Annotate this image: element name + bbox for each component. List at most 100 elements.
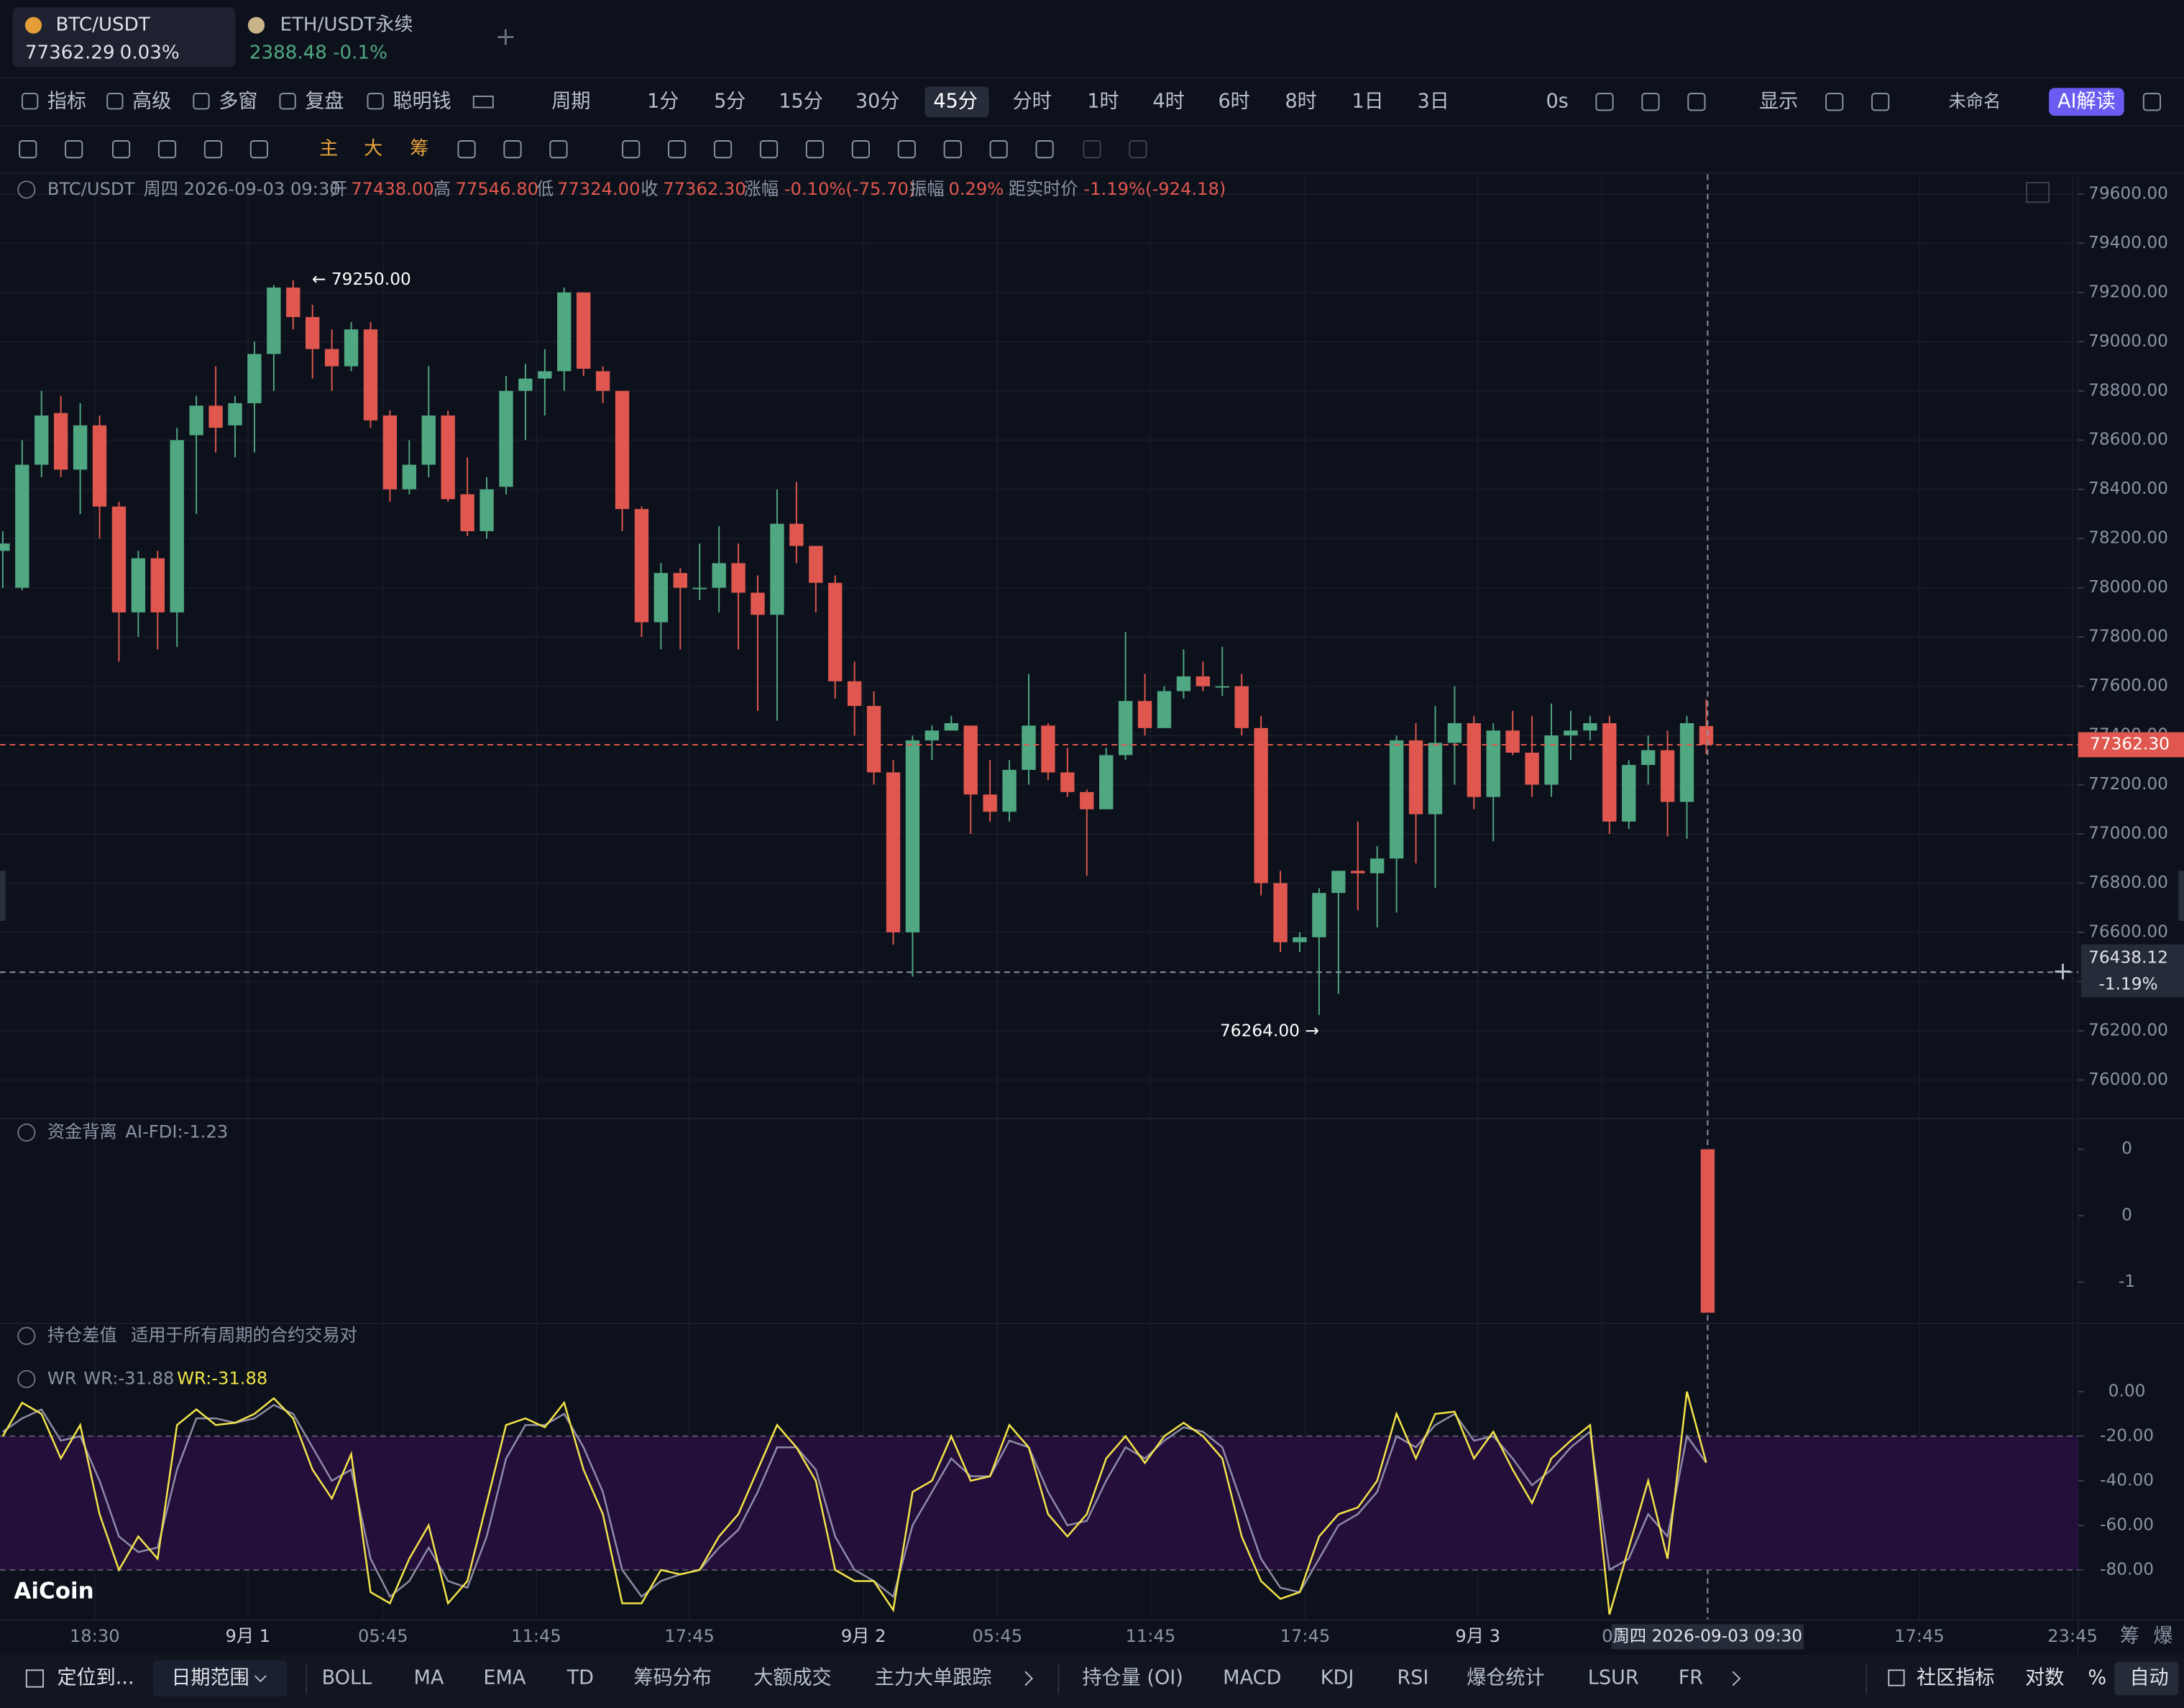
draw-tool-icon[interactable]: [759, 140, 779, 159]
draw-tool-icon[interactable]: [1129, 140, 1147, 159]
locate-icon: [25, 1669, 45, 1688]
toolbar-button[interactable]: 0s: [1546, 90, 1568, 112]
bottom-button[interactable]: 大额成交: [753, 1667, 831, 1689]
x-tick-label: 17:45: [1280, 1626, 1331, 1646]
period-button[interactable]: 30分: [855, 90, 900, 112]
draw-tool-icon[interactable]: [19, 140, 37, 159]
draw-tool-icon[interactable]: [943, 140, 962, 159]
bottom-button[interactable]: MACD: [1223, 1667, 1281, 1689]
toolbar-icon[interactable]: [2142, 93, 2162, 111]
period-button[interactable]: 6时: [1218, 90, 1249, 112]
draw-tool-icon[interactable]: [65, 140, 83, 159]
toolbar-icon[interactable]: [1825, 93, 1844, 111]
bottom-button[interactable]: 对数: [2025, 1667, 2064, 1689]
toolbar-button[interactable]: 指标: [47, 90, 86, 112]
chevron[interactable]: [1732, 1671, 1741, 1686]
bottom-button[interactable]: 社区指标: [1917, 1667, 1994, 1689]
y-tick-label: 78000.00: [2088, 577, 2168, 597]
bottom-button[interactable]: KDJ: [1321, 1667, 1354, 1689]
collapse-icon[interactable]: [17, 1326, 36, 1345]
draw-tool-icon[interactable]: [111, 140, 131, 159]
bottom-button[interactable]: 爆仓统计: [1467, 1667, 1544, 1689]
bottom-button[interactable]: 日期范围: [171, 1667, 249, 1689]
bottom-button[interactable]: 筹码分布: [634, 1667, 712, 1689]
add-tab[interactable]: +: [495, 23, 516, 52]
draw-tool[interactable]: 筹: [410, 138, 428, 160]
bottom-button[interactable]: %: [2088, 1667, 2106, 1689]
collapse-icon[interactable]: [17, 180, 36, 199]
legend-entry: WR:-31.88: [177, 1368, 267, 1388]
axis-button[interactable]: 爆: [2153, 1625, 2172, 1647]
tab-symbol[interactable]: BTC/USDT: [56, 14, 151, 36]
auto-bg[interactable]: [2114, 1661, 2179, 1696]
toolbar-icon[interactable]: [1595, 93, 1614, 111]
period-button[interactable]: 8时: [1285, 90, 1316, 112]
draw-tool-icon[interactable]: [622, 140, 641, 159]
period-button[interactable]: 3日: [1418, 90, 1449, 112]
bottom-button[interactable]: TD: [566, 1667, 594, 1689]
toolbar-button[interactable]: 显示: [1759, 90, 1798, 112]
period-button[interactable]: 1日: [1352, 90, 1383, 112]
draw-tool-icon[interactable]: [668, 140, 687, 159]
toolbar-button[interactable]: 多窗: [219, 90, 257, 112]
draw-tool-icon[interactable]: [549, 140, 568, 159]
candle-body: [170, 440, 184, 612]
bottom-button[interactable]: 自动: [2129, 1667, 2168, 1689]
bottom-button[interactable]: BOLL: [322, 1667, 372, 1689]
draw-tool-icon[interactable]: [713, 140, 733, 159]
period-button[interactable]: 4时: [1152, 90, 1184, 112]
draw-tool-icon[interactable]: [805, 140, 825, 159]
toolbar-button[interactable]: 高级: [132, 90, 171, 112]
period-button[interactable]: 5分: [714, 90, 745, 112]
period-button[interactable]: 1分: [647, 90, 679, 112]
draw-tool[interactable]: 大: [364, 138, 382, 160]
toolbar-icon[interactable]: [1871, 93, 1890, 111]
draw-tool-icon[interactable]: [203, 140, 223, 159]
draw-tool[interactable]: 主: [319, 138, 338, 160]
bottom-button[interactable]: 持仓量 (OI): [1082, 1667, 1183, 1689]
draw-tool-icon[interactable]: [989, 140, 1008, 159]
candle-body: [499, 390, 513, 487]
bottom-button[interactable]: EMA: [483, 1667, 526, 1689]
draw-tool-icon[interactable]: [503, 140, 522, 159]
toolbar-button[interactable]: 未命名: [1949, 91, 2001, 111]
draw-tool-icon[interactable]: [1035, 140, 1054, 159]
period-button[interactable]: 15分: [779, 90, 823, 112]
period-button[interactable]: 1时: [1087, 90, 1119, 112]
toolbar-icon[interactable]: [1687, 93, 1706, 111]
date-range-bg[interactable]: [153, 1660, 288, 1697]
bottom-button[interactable]: MA: [413, 1667, 444, 1689]
chevron[interactable]: [1024, 1671, 1034, 1686]
toolbar-button[interactable]: 复盘: [305, 90, 344, 112]
draw-tool-icon[interactable]: [457, 140, 476, 159]
collapse-icon[interactable]: [17, 1369, 36, 1389]
draw-tool-icon[interactable]: [897, 140, 916, 159]
ai-button-bg[interactable]: [2049, 88, 2124, 116]
bottom-button[interactable]: RSI: [1397, 1667, 1428, 1689]
draw-tool-icon[interactable]: [1083, 140, 1101, 159]
toolbar-button[interactable]: AI解读: [2057, 90, 2116, 112]
tab-symbol[interactable]: ETH/USDT永续: [280, 14, 413, 36]
bottom-button[interactable]: FR: [1679, 1667, 1704, 1689]
bottom-button[interactable]: LSUR: [1588, 1667, 1639, 1689]
period-button[interactable]: 分时: [1013, 90, 1052, 112]
toolbar-button[interactable]: 聪明钱: [393, 90, 451, 112]
toolbar-icon[interactable]: [1641, 93, 1660, 111]
bottom-button[interactable]: 定位到...: [57, 1667, 134, 1689]
draw-tool-icon[interactable]: [157, 140, 177, 159]
draw-tool-icon[interactable]: [249, 140, 268, 159]
axis-button[interactable]: 筹: [2120, 1625, 2139, 1647]
y-tick-label: 76200.00: [2088, 1020, 2168, 1039]
toolbar-button[interactable]: 周期: [551, 90, 590, 112]
fullscreen-icon[interactable]: [2026, 182, 2050, 203]
tab-active[interactable]: [12, 7, 236, 68]
period-button[interactable]: 45分: [933, 90, 978, 112]
draw-tool-icon[interactable]: [851, 140, 870, 159]
candle-body: [1351, 871, 1365, 873]
collapse-icon[interactable]: [17, 1123, 36, 1142]
bottom-button[interactable]: 主力大单跟踪: [875, 1667, 992, 1689]
candle-body: [1157, 691, 1172, 728]
wr-tick-label: -20.00: [2100, 1425, 2154, 1445]
tab-change: 0.03%: [120, 42, 180, 63]
